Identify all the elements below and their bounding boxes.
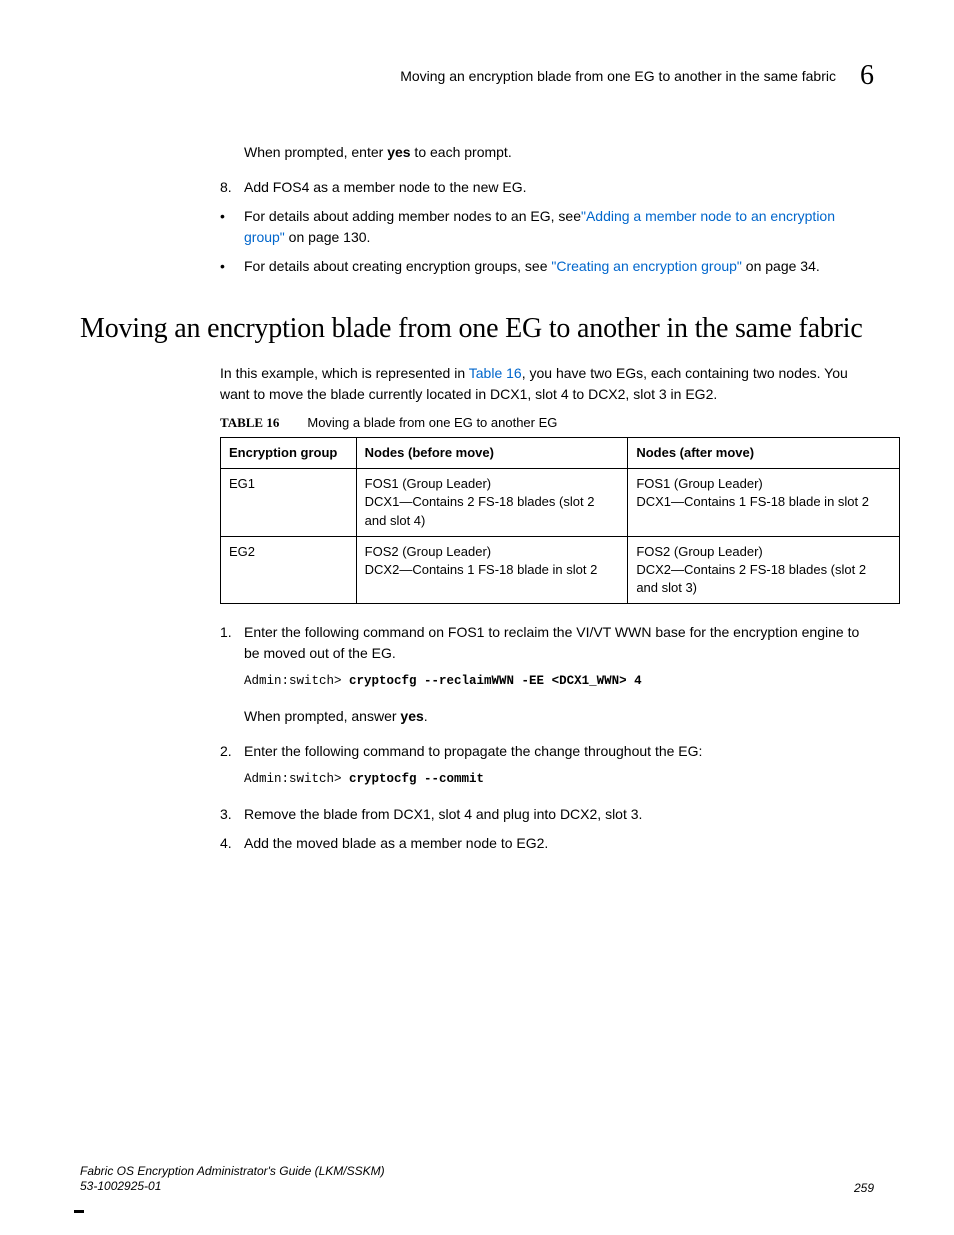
step-text: Add the moved blade as a member node to … xyxy=(244,833,874,854)
section-heading: Moving an encryption blade from one EG t… xyxy=(80,313,874,345)
code-prompt: Admin:switch> xyxy=(244,772,349,786)
footer-left: Fabric OS Encryption Administrator's Gui… xyxy=(80,1164,385,1195)
text: When prompted, enter xyxy=(244,144,387,160)
steps-block: 1. Enter the following command on FOS1 t… xyxy=(220,622,874,854)
chapter-number: 6 xyxy=(860,60,874,92)
table-16: Encryption group Nodes (before move) Nod… xyxy=(220,437,900,604)
text: For details about creating encryption gr… xyxy=(244,258,551,274)
page-footer: Fabric OS Encryption Administrator's Gui… xyxy=(80,1164,874,1195)
step-text: Enter the following command on FOS1 to r… xyxy=(244,622,874,664)
step-number: 1. xyxy=(220,622,244,664)
cell: FOS1 (Group Leader) DCX1—Contains 2 FS-1… xyxy=(356,469,628,537)
step-8: 8. Add FOS4 as a member node to the new … xyxy=(220,177,874,198)
text: In this example, which is represented in xyxy=(220,365,469,381)
cell: FOS2 (Group Leader) DCX2—Contains 1 FS-1… xyxy=(356,536,628,604)
step1-note: When prompted, answer yes. xyxy=(244,706,874,727)
text: When prompted, answer xyxy=(244,708,400,724)
step-3: 3. Remove the blade from DCX1, slot 4 an… xyxy=(220,804,874,825)
prompt-line: When prompted, enter yes to each prompt. xyxy=(244,142,874,163)
cell: FOS2 (Group Leader) DCX2—Contains 2 FS-1… xyxy=(628,536,900,604)
cell: EG1 xyxy=(221,469,357,537)
text: . xyxy=(424,708,428,724)
intro-paragraph: In this example, which is represented in… xyxy=(220,363,874,405)
step-text: Remove the blade from DCX1, slot 4 and p… xyxy=(244,804,874,825)
top-content-block: When prompted, enter yes to each prompt.… xyxy=(220,142,874,277)
table-row: EG1 FOS1 (Group Leader) DCX1—Contains 2 … xyxy=(221,469,900,537)
crop-mark-icon xyxy=(74,1210,84,1213)
text: to each prompt. xyxy=(411,144,512,160)
step-number: 2. xyxy=(220,741,244,762)
code-command: cryptocfg --reclaimWWN -EE <DCX1_WWN> 4 xyxy=(349,674,642,688)
bullet-2: • For details about creating encryption … xyxy=(220,256,874,277)
step-text: Enter the following command to propagate… xyxy=(244,741,874,762)
step-1: 1. Enter the following command on FOS1 t… xyxy=(220,622,874,664)
code-command: cryptocfg --commit xyxy=(349,772,484,786)
table-caption-text: Moving a blade from one EG to another EG xyxy=(307,415,557,430)
step-4: 4. Add the moved blade as a member node … xyxy=(220,833,874,854)
table-label: TABLE 16 xyxy=(220,415,279,430)
step-2: 2. Enter the following command to propag… xyxy=(220,741,874,762)
bold-text: yes xyxy=(387,144,410,160)
code-block-1: Admin:switch> cryptocfg --reclaimWWN -EE… xyxy=(244,674,874,688)
code-block-2: Admin:switch> cryptocfg --commit xyxy=(244,772,874,786)
bullet-text: For details about creating encryption gr… xyxy=(244,256,874,277)
th-encryption-group: Encryption group xyxy=(221,438,357,469)
bullet-icon: • xyxy=(220,206,244,248)
step-number: 8. xyxy=(220,177,244,198)
cell: FOS1 (Group Leader) DCX1—Contains 1 FS-1… xyxy=(628,469,900,537)
link-create-eg[interactable]: "Creating an encryption group" xyxy=(551,258,742,274)
th-nodes-before: Nodes (before move) xyxy=(356,438,628,469)
cell: EG2 xyxy=(221,536,357,604)
page-header: Moving an encryption blade from one EG t… xyxy=(80,60,874,92)
text: on page 34. xyxy=(742,258,820,274)
table-row: EG2 FOS2 (Group Leader) DCX2—Contains 1 … xyxy=(221,536,900,604)
footer-doc-id: 53-1002925-01 xyxy=(80,1179,385,1195)
code-prompt: Admin:switch> xyxy=(244,674,349,688)
bullet-text: For details about adding member nodes to… xyxy=(244,206,874,248)
page-number: 259 xyxy=(854,1181,874,1195)
header-title: Moving an encryption blade from one EG t… xyxy=(400,68,836,84)
step-number: 3. xyxy=(220,804,244,825)
table-header-row: Encryption group Nodes (before move) Nod… xyxy=(221,438,900,469)
bullet-1: • For details about adding member nodes … xyxy=(220,206,874,248)
text: on page 130. xyxy=(285,229,371,245)
table-caption: TABLE 16 Moving a blade from one EG to an… xyxy=(220,415,874,431)
page: Moving an encryption blade from one EG t… xyxy=(0,0,954,1235)
footer-doc-title: Fabric OS Encryption Administrator's Gui… xyxy=(80,1164,385,1180)
step-number: 4. xyxy=(220,833,244,854)
text: For details about adding member nodes to… xyxy=(244,208,581,224)
th-nodes-after: Nodes (after move) xyxy=(628,438,900,469)
bullet-icon: • xyxy=(220,256,244,277)
bold-text: yes xyxy=(400,708,423,724)
link-table16[interactable]: Table 16 xyxy=(469,365,522,381)
step-text: Add FOS4 as a member node to the new EG. xyxy=(244,177,874,198)
